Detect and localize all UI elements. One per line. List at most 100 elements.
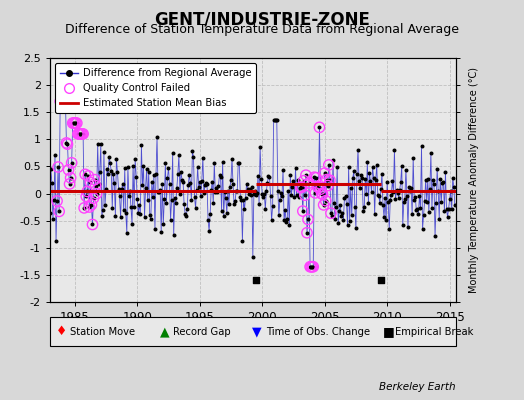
Point: [363, 159, 372, 166]
Point: [85, 204, 94, 210]
Point: [250, 187, 259, 194]
Point: [130, 204, 138, 210]
Point: [171, 200, 180, 206]
Point: [154, 189, 162, 196]
Point: [83, 188, 92, 195]
Point: [81, 171, 90, 178]
Text: Empirical Break: Empirical Break: [395, 326, 473, 336]
Point: [231, 198, 239, 204]
Point: [307, 264, 315, 270]
Point: [262, 188, 270, 194]
Point: [370, 211, 379, 217]
Point: [305, 180, 313, 186]
Point: [77, 131, 85, 137]
Point: [294, 194, 303, 200]
Point: [215, 172, 224, 178]
Point: [276, 196, 284, 203]
Point: [298, 184, 306, 190]
Point: [379, 202, 387, 208]
Point: [223, 210, 231, 216]
Point: [431, 233, 439, 239]
Point: [232, 188, 241, 194]
Point: [436, 176, 444, 182]
Point: [293, 177, 302, 183]
Point: [70, 120, 78, 126]
Point: [87, 202, 95, 208]
Point: [53, 198, 61, 204]
Point: [280, 217, 288, 224]
Point: [308, 264, 316, 270]
Point: [328, 212, 336, 219]
Point: [57, 98, 66, 104]
Point: [258, 190, 266, 197]
Point: [389, 188, 398, 195]
Point: [88, 221, 96, 228]
Point: [68, 160, 76, 166]
Point: [80, 205, 89, 211]
Point: [314, 184, 323, 191]
Point: [353, 171, 361, 177]
Point: [410, 197, 419, 203]
Point: [406, 188, 414, 194]
Point: [332, 203, 340, 210]
Point: [138, 182, 147, 188]
Point: [134, 210, 143, 216]
Point: [360, 204, 368, 210]
Point: [242, 194, 250, 201]
Point: [310, 174, 319, 180]
Point: [132, 174, 140, 180]
Point: [144, 197, 152, 204]
Point: [338, 210, 346, 217]
Point: [212, 185, 221, 191]
Point: [253, 190, 261, 196]
Point: [48, 180, 56, 186]
Point: [185, 172, 193, 178]
Point: [434, 187, 442, 194]
Point: [387, 192, 396, 198]
Point: [205, 228, 213, 234]
Point: [421, 176, 430, 183]
Point: [159, 221, 168, 228]
Point: [287, 191, 296, 198]
Point: [187, 196, 195, 203]
Point: [409, 155, 418, 161]
Point: [411, 194, 419, 200]
Point: [279, 167, 287, 173]
Point: [439, 178, 447, 185]
Point: [390, 146, 399, 153]
Point: [71, 120, 79, 126]
Point: [137, 142, 146, 148]
Point: [128, 221, 136, 227]
Point: [442, 206, 451, 212]
Point: [58, 98, 67, 104]
Point: [200, 190, 208, 196]
Point: [270, 117, 279, 124]
Point: [424, 209, 433, 215]
Point: [70, 120, 78, 126]
Point: [347, 212, 356, 218]
Point: [261, 206, 269, 212]
Point: [311, 190, 320, 196]
Point: [92, 190, 101, 197]
Point: [105, 154, 113, 160]
Point: [217, 207, 226, 214]
Point: [398, 162, 406, 169]
Point: [275, 212, 283, 218]
Point: [326, 177, 334, 184]
Point: [202, 180, 210, 186]
Point: [309, 264, 318, 270]
Point: [326, 177, 334, 184]
Point: [333, 164, 341, 170]
Point: [249, 191, 258, 198]
Point: [302, 172, 310, 178]
Point: [355, 178, 363, 184]
Point: [84, 173, 93, 179]
Point: [146, 212, 154, 218]
Point: [84, 173, 93, 179]
Point: [104, 171, 112, 177]
Point: [127, 204, 135, 210]
Text: ▼: ▼: [252, 325, 261, 338]
Point: [203, 180, 211, 187]
Point: [90, 176, 99, 183]
Point: [245, 191, 253, 197]
